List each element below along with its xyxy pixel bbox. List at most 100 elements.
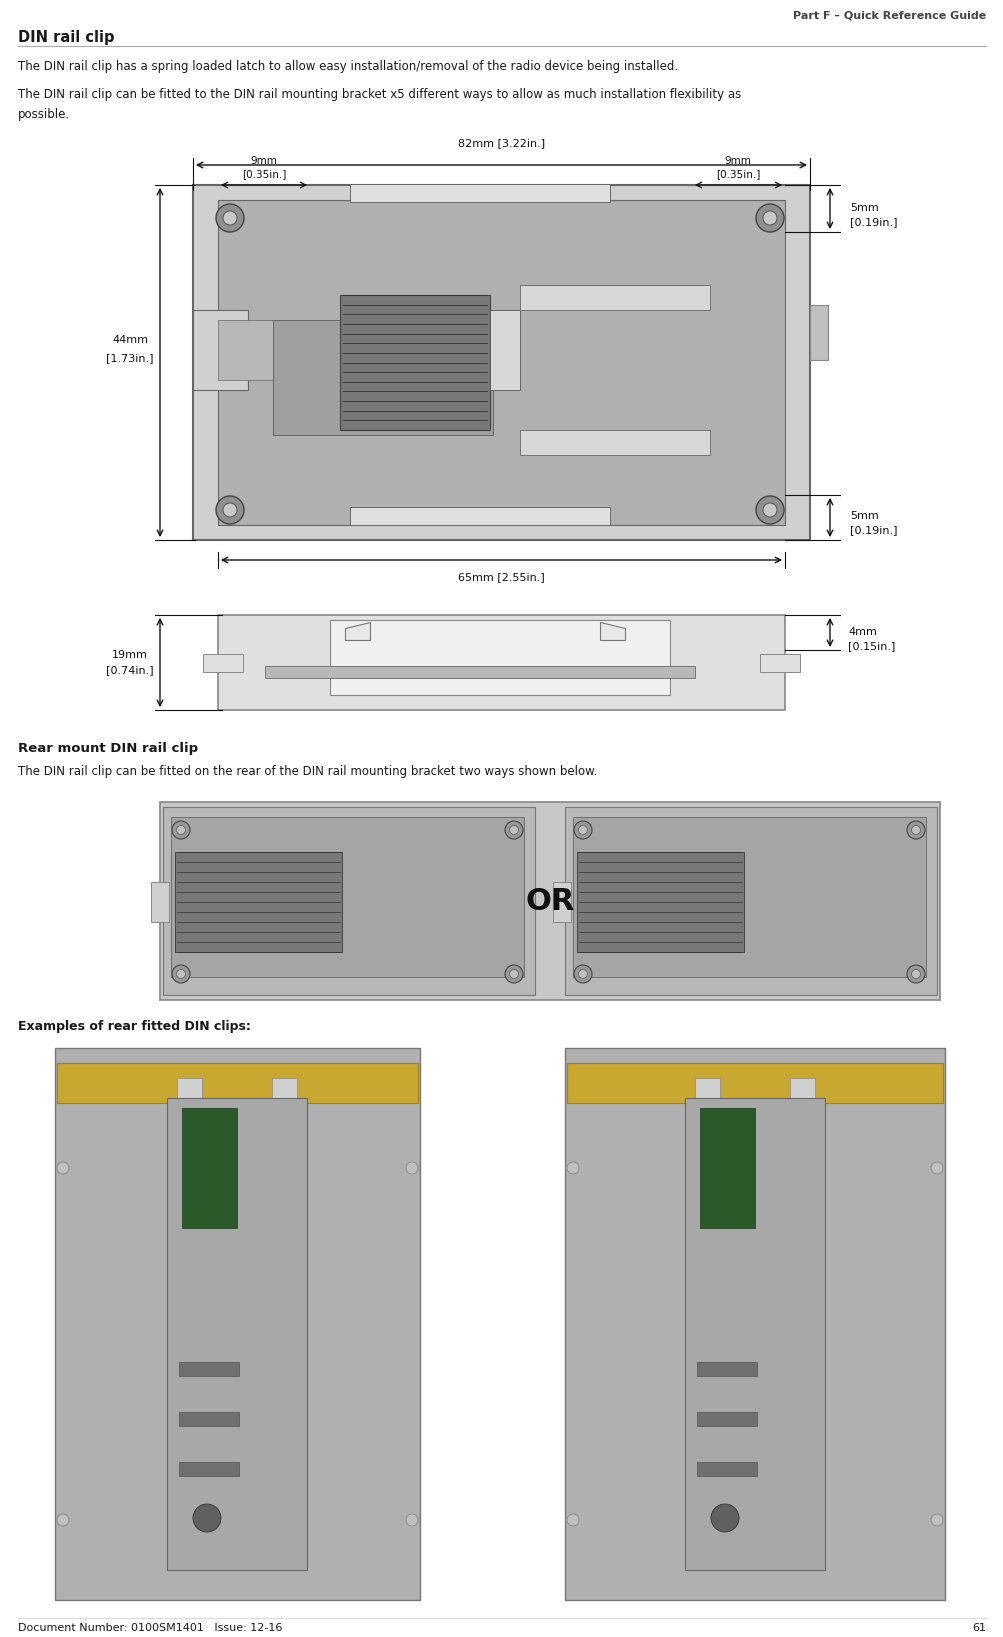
Polygon shape xyxy=(345,622,370,640)
Text: OR: OR xyxy=(525,887,574,915)
Ellipse shape xyxy=(906,822,924,840)
FancyBboxPatch shape xyxy=(694,1079,719,1108)
FancyBboxPatch shape xyxy=(193,185,809,540)
Text: 44mm: 44mm xyxy=(112,336,147,345)
Ellipse shape xyxy=(755,205,783,232)
Text: Document Number: 0100SM1401   Issue: 12-16: Document Number: 0100SM1401 Issue: 12-16 xyxy=(18,1622,282,1634)
Ellipse shape xyxy=(172,964,190,982)
FancyBboxPatch shape xyxy=(330,620,669,696)
Ellipse shape xyxy=(567,1514,579,1526)
FancyBboxPatch shape xyxy=(55,1048,419,1599)
Ellipse shape xyxy=(509,969,518,979)
Text: 5mm: 5mm xyxy=(850,511,878,521)
FancyBboxPatch shape xyxy=(159,802,939,1000)
FancyBboxPatch shape xyxy=(203,655,243,673)
FancyBboxPatch shape xyxy=(182,1108,237,1228)
Text: possible.: possible. xyxy=(18,108,70,121)
FancyBboxPatch shape xyxy=(553,882,571,922)
Ellipse shape xyxy=(57,1514,69,1526)
FancyBboxPatch shape xyxy=(520,285,709,309)
FancyBboxPatch shape xyxy=(565,1048,944,1599)
FancyBboxPatch shape xyxy=(759,655,799,673)
FancyBboxPatch shape xyxy=(699,1108,754,1228)
Ellipse shape xyxy=(177,825,186,835)
Text: 5mm: 5mm xyxy=(850,203,878,213)
FancyBboxPatch shape xyxy=(696,1413,756,1426)
Text: [0.15in.]: [0.15in.] xyxy=(848,642,895,652)
FancyBboxPatch shape xyxy=(520,431,709,455)
Ellipse shape xyxy=(578,969,587,979)
Text: 61: 61 xyxy=(971,1622,985,1634)
Text: The DIN rail clip has a spring loaded latch to allow easy installation/removal o: The DIN rail clip has a spring loaded la… xyxy=(18,61,677,74)
FancyBboxPatch shape xyxy=(789,1079,814,1108)
Ellipse shape xyxy=(172,822,190,840)
FancyBboxPatch shape xyxy=(273,319,492,435)
Text: The DIN rail clip can be fitted to the DIN rail mounting bracket x5 different wa: The DIN rail clip can be fitted to the D… xyxy=(18,88,740,101)
Ellipse shape xyxy=(405,1162,417,1174)
FancyBboxPatch shape xyxy=(565,807,936,995)
Ellipse shape xyxy=(223,211,237,224)
FancyBboxPatch shape xyxy=(684,1098,824,1570)
Text: [1.73in.]: [1.73in.] xyxy=(106,354,153,363)
FancyBboxPatch shape xyxy=(350,183,610,201)
Text: Part F – Quick Reference Guide: Part F – Quick Reference Guide xyxy=(792,10,985,20)
FancyBboxPatch shape xyxy=(193,309,248,390)
Ellipse shape xyxy=(405,1514,417,1526)
FancyBboxPatch shape xyxy=(175,851,342,953)
FancyBboxPatch shape xyxy=(489,309,520,390)
Ellipse shape xyxy=(509,825,518,835)
Text: [0.35in.]: [0.35in.] xyxy=(715,169,759,178)
Text: 65mm [2.55in.]: 65mm [2.55in.] xyxy=(457,571,545,583)
Text: [0.74in.]: [0.74in.] xyxy=(106,665,153,674)
FancyBboxPatch shape xyxy=(573,817,925,977)
Text: 4mm: 4mm xyxy=(848,627,876,637)
FancyBboxPatch shape xyxy=(577,851,743,953)
Ellipse shape xyxy=(911,825,920,835)
FancyBboxPatch shape xyxy=(350,507,610,525)
FancyBboxPatch shape xyxy=(696,1462,756,1477)
Text: 82mm [3.22in.]: 82mm [3.22in.] xyxy=(457,138,545,147)
Text: 9mm: 9mm xyxy=(724,156,750,165)
Ellipse shape xyxy=(216,496,244,524)
Polygon shape xyxy=(600,622,625,640)
FancyBboxPatch shape xyxy=(166,1098,307,1570)
Ellipse shape xyxy=(574,964,592,982)
Ellipse shape xyxy=(57,1162,69,1174)
FancyBboxPatch shape xyxy=(218,200,784,525)
FancyBboxPatch shape xyxy=(162,807,535,995)
Ellipse shape xyxy=(193,1504,221,1532)
Ellipse shape xyxy=(177,969,186,979)
Ellipse shape xyxy=(216,205,244,232)
FancyBboxPatch shape xyxy=(218,616,784,710)
Ellipse shape xyxy=(762,503,776,517)
Text: [0.19in.]: [0.19in.] xyxy=(850,218,897,228)
FancyBboxPatch shape xyxy=(179,1362,239,1377)
FancyBboxPatch shape xyxy=(57,1062,417,1103)
Ellipse shape xyxy=(911,969,920,979)
Text: Examples of rear fitted DIN clips:: Examples of rear fitted DIN clips: xyxy=(18,1020,251,1033)
FancyBboxPatch shape xyxy=(340,295,489,431)
Ellipse shape xyxy=(578,825,587,835)
FancyBboxPatch shape xyxy=(179,1462,239,1477)
FancyBboxPatch shape xyxy=(265,666,694,678)
Text: [0.35in.]: [0.35in.] xyxy=(242,169,286,178)
FancyBboxPatch shape xyxy=(177,1079,202,1108)
Ellipse shape xyxy=(710,1504,738,1532)
Ellipse shape xyxy=(505,822,523,840)
Ellipse shape xyxy=(755,496,783,524)
Text: DIN rail clip: DIN rail clip xyxy=(18,29,114,44)
Ellipse shape xyxy=(574,822,592,840)
FancyBboxPatch shape xyxy=(171,817,524,977)
Text: Rear mount DIN rail clip: Rear mount DIN rail clip xyxy=(18,742,198,755)
Ellipse shape xyxy=(906,964,924,982)
FancyBboxPatch shape xyxy=(567,1062,942,1103)
Text: [0.19in.]: [0.19in.] xyxy=(850,525,897,535)
FancyBboxPatch shape xyxy=(272,1079,297,1108)
Text: The DIN rail clip can be fitted on the rear of the DIN rail mounting bracket two: The DIN rail clip can be fitted on the r… xyxy=(18,764,597,778)
FancyBboxPatch shape xyxy=(696,1362,756,1377)
Ellipse shape xyxy=(762,211,776,224)
Ellipse shape xyxy=(930,1162,942,1174)
Ellipse shape xyxy=(930,1514,942,1526)
FancyBboxPatch shape xyxy=(150,882,169,922)
FancyBboxPatch shape xyxy=(179,1413,239,1426)
